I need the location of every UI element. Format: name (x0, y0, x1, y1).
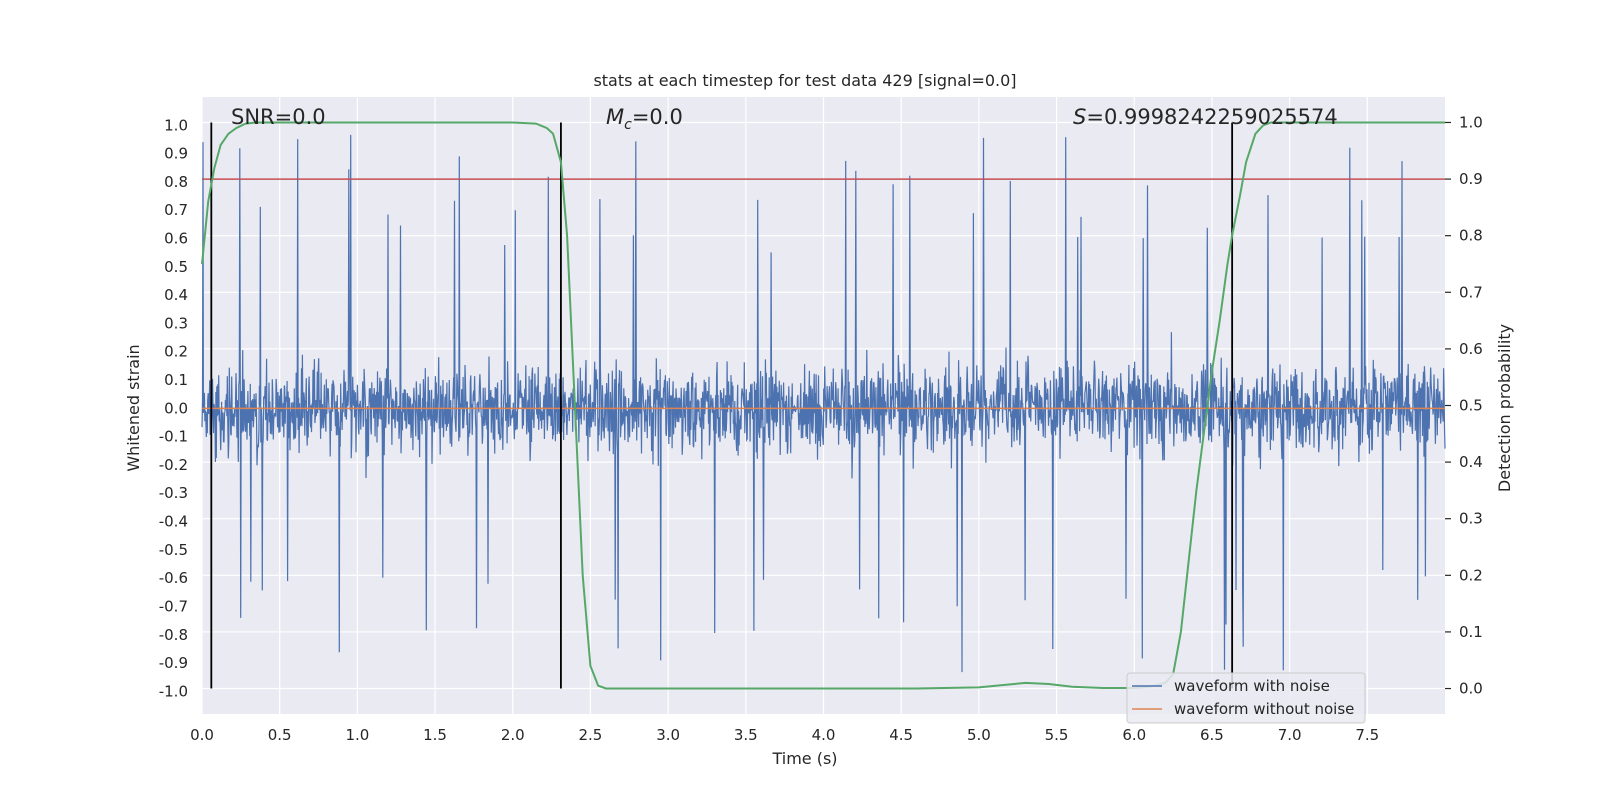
right-y-tick-label: 0.7 (1459, 283, 1483, 301)
x-axis-label: Time (s) (771, 749, 837, 768)
right-y-tick-label: 0.4 (1459, 453, 1483, 471)
left-y-tick-label: -0.4 (159, 513, 188, 531)
right-y-tick-label: 0.2 (1459, 566, 1483, 584)
score-annotation: S=0.9998242259025574 (1073, 105, 1338, 129)
right-y-tick-label: 0.1 (1459, 623, 1483, 641)
x-tick-label: 0.0 (190, 726, 214, 744)
legend-box (1126, 672, 1366, 724)
left-y-axis-ticks: 1.0 0.9 0.8 0.7 0.6 0.5 0.4 0.3 0.2 0.1 0.0 -0.1 -0.… (159, 116, 188, 700)
left-y-tick-label: -0.7 (159, 597, 188, 615)
x-tick-label: 6.0 (1122, 726, 1146, 744)
x-tick-label: 3.5 (734, 726, 758, 744)
snr-annotation: SNR=0.0 (231, 105, 326, 129)
left-y-tick-label: 1.0 (164, 116, 188, 134)
mc-value: =0.0 (632, 105, 683, 129)
left-y-tick-label: 0.0 (164, 399, 188, 417)
legend: waveform with noise waveform without noi… (1126, 672, 1366, 724)
legend-label-clean: waveform without noise (1174, 700, 1354, 718)
right-y-axis-ticks: 1.0 0.9 0.8 0.7 0.6 0.5 0.4 0.3 0.2 0.1 0.0 (1445, 113, 1483, 698)
right-y-tick-label: 1.0 (1459, 113, 1483, 131)
x-tick-label: 1.5 (423, 726, 447, 744)
left-y-tick-label: 0.9 (164, 145, 188, 163)
left-y-axis-label: Whitened strain (124, 344, 143, 471)
left-y-tick-label: -0.6 (159, 569, 188, 587)
x-tick-label: 2.5 (579, 726, 603, 744)
waveform-with-noise-series (201, 134, 1446, 673)
left-y-tick-label: 0.3 (164, 314, 188, 332)
chart-title: stats at each timestep for test data 429… (593, 71, 1016, 90)
right-y-tick-label: 0.5 (1459, 397, 1483, 415)
x-tick-label: 6.5 (1200, 726, 1224, 744)
detection-probability-line (201, 121, 1445, 690)
left-y-tick-label: 0.1 (164, 371, 188, 389)
x-tick-label: 7.0 (1278, 726, 1302, 744)
x-tick-label: 7.5 (1355, 726, 1379, 744)
s-value: =0.9998242259025574 (1086, 105, 1337, 129)
left-y-tick-label: -0.2 (159, 456, 188, 474)
left-y-tick-label: -0.5 (159, 541, 188, 559)
x-tick-label: 3.0 (656, 726, 680, 744)
left-y-tick-label: -0.1 (159, 428, 188, 446)
chirp-mass-annotation: Mc=0.0 (606, 105, 683, 133)
mc-subscript: c (624, 117, 632, 133)
right-y-tick-label: 0.8 (1459, 227, 1483, 245)
right-y-axis-label: Detection probability (1495, 324, 1514, 492)
x-tick-label: 5.0 (967, 726, 991, 744)
x-tick-label: 4.5 (889, 726, 913, 744)
x-axis-ticks: 0.0 0.5 1.0 1.5 2.0 2.5 3.0 3.5 4.0 4.5 5.0 5.5 6.0 6… (190, 726, 1379, 744)
left-y-tick-label: 0.4 (164, 286, 188, 304)
detection-probability-series (201, 121, 1445, 690)
right-y-tick-label: 0.0 (1459, 680, 1483, 698)
x-tick-label: 1.0 (345, 726, 369, 744)
left-y-tick-label: -0.3 (159, 484, 188, 502)
left-y-tick-label: 0.6 (164, 230, 188, 248)
left-y-tick-label: -0.8 (159, 626, 188, 644)
right-y-tick-label: 0.9 (1459, 170, 1483, 188)
vertical-markers (210, 122, 1234, 689)
x-tick-label: 2.0 (501, 726, 525, 744)
left-y-tick-label: 0.8 (164, 173, 188, 191)
x-tick-label: 5.5 (1045, 726, 1069, 744)
right-y-tick-label: 0.6 (1459, 340, 1483, 358)
left-y-tick-label: 0.5 (164, 258, 188, 276)
s-symbol: S (1073, 105, 1086, 129)
legend-label-noise: waveform with noise (1174, 677, 1330, 695)
left-y-tick-label: 0.2 (164, 343, 188, 361)
left-y-tick-label: 0.7 (164, 201, 188, 219)
mc-symbol: M (606, 105, 624, 129)
x-tick-label: 4.0 (812, 726, 836, 744)
left-y-tick-label: -0.9 (159, 654, 188, 672)
right-y-tick-label: 0.3 (1459, 510, 1483, 528)
x-tick-label: 0.5 (268, 726, 292, 744)
left-y-tick-label: -1.0 (159, 682, 188, 700)
waveform-with-noise-line (201, 134, 1446, 673)
